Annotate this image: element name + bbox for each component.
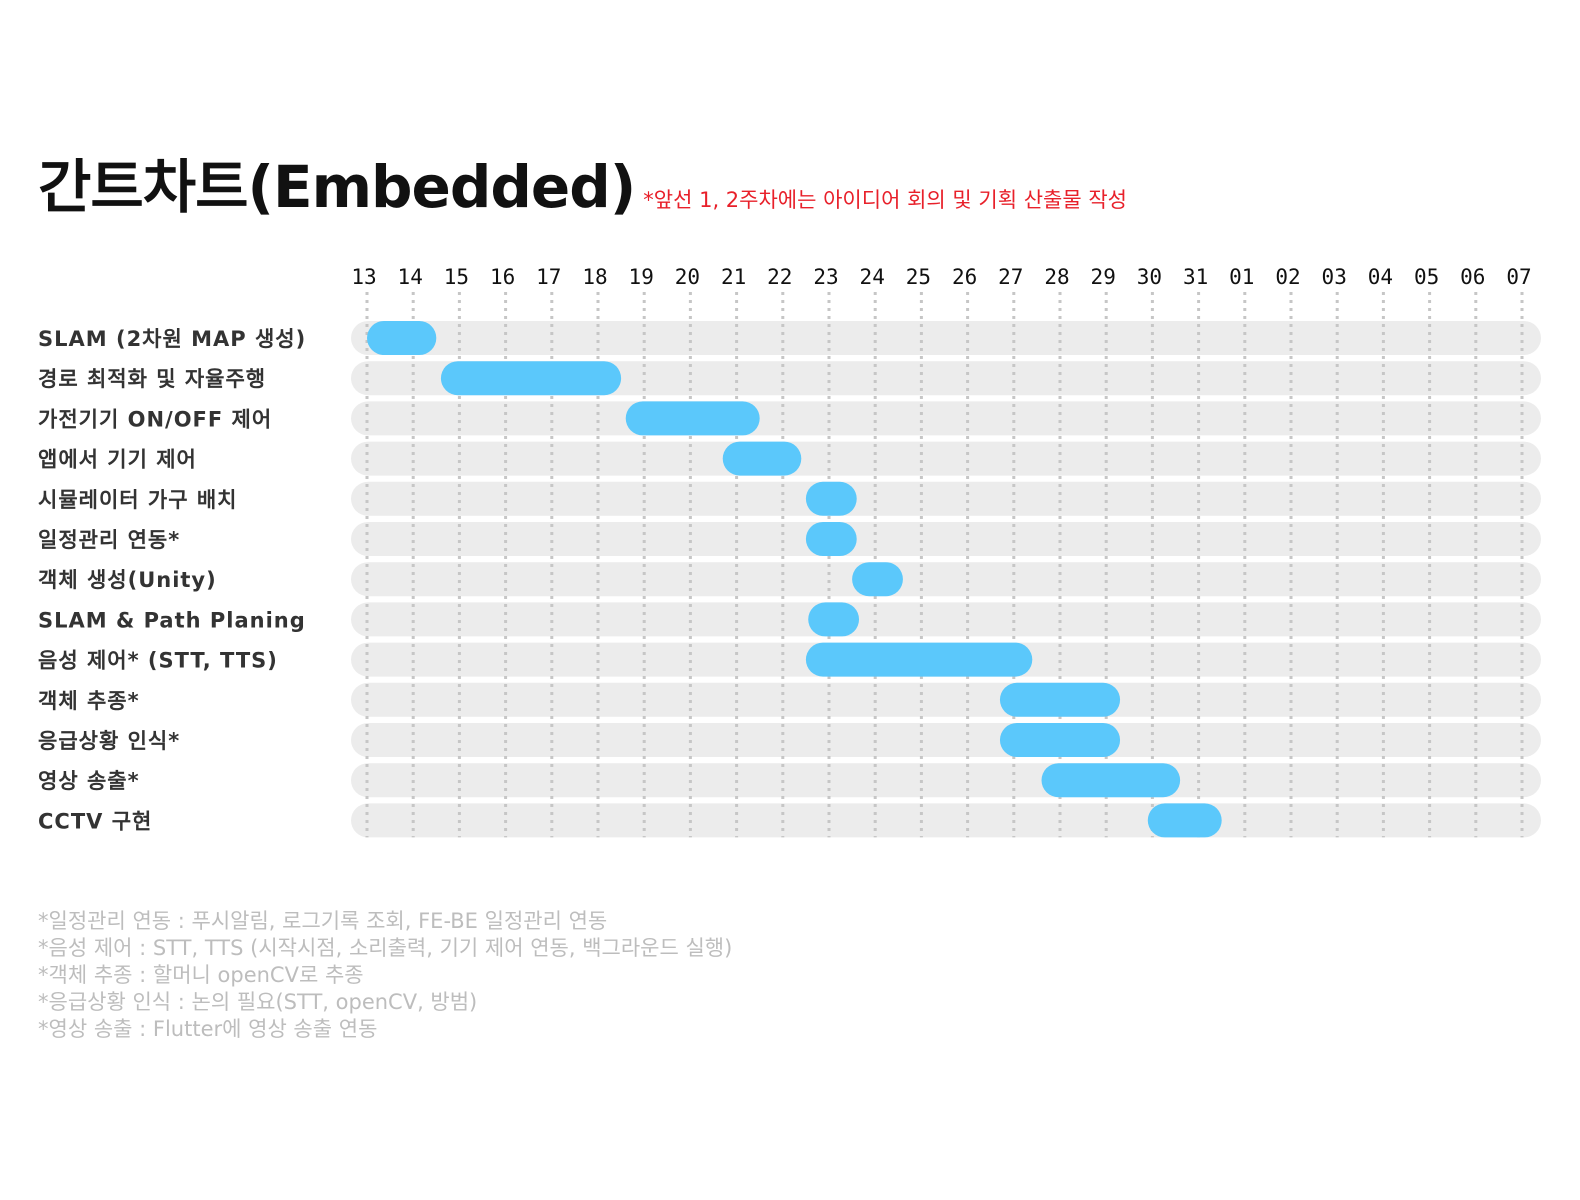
footnote: *영상 송출 : Flutter에 영상 송출 연동 [38,1017,378,1041]
task-bar [999,682,1121,717]
tick-label: 28 [1044,265,1069,289]
row-track [351,682,1541,717]
chart-title: 간트차트(Embedded) [38,153,636,221]
tick-label: 20 [675,265,700,289]
task-label: 음성 제어* (STT, TTS) [38,649,278,673]
task-label: SLAM (2차원 MAP 생성) [38,327,306,351]
gantt-chart: 13 14 15 16 17 18 19 20 21 22 23 24 25 26 27 28 29 30 31 01… [38,265,1541,838]
tick-label: 05 [1414,265,1439,289]
task-label: 시뮬레이터 가구 배치 [38,488,238,512]
footnote: *음성 제어 : STT, TTS (시작시점, 소리출력, 기기 제어 연동,… [38,936,733,960]
tick-label: 27 [998,265,1023,289]
task-bar [625,401,760,436]
tick-label: 25 [906,265,931,289]
task-label: 객체 생성(Unity) [38,568,217,592]
footnote: *일정관리 연동 : 푸시알림, 로그기록 조회, FE-BE 일정관리 연동 [38,909,608,933]
tick-label: 14 [398,265,423,289]
task-bar [999,723,1121,757]
tick-label: 21 [721,265,746,289]
row-track [351,723,1541,757]
task-label: 가전기기 ON/OFF 제어 [38,407,272,431]
task-label: 경로 최적화 및 자율주행 [38,367,266,391]
tick-label: 06 [1460,265,1485,289]
task-bar [367,321,437,355]
row-track [351,321,1541,355]
task-bar [805,642,1033,677]
task-label: 객체 추종* [38,689,140,713]
tick-label: 24 [860,265,885,289]
chart-subtitle: *앞선 1, 2주차에는 아이디어 회의 및 기획 산출물 작성 [643,188,1127,212]
task-label: 일정관리 연동* [38,528,180,552]
row-track [351,481,1541,516]
tick-label: 18 [582,265,607,289]
task-bar [722,441,802,476]
tick-label: 31 [1183,265,1208,289]
row-track [351,401,1541,436]
task-bar [808,602,860,637]
tick-label: 29 [1091,265,1116,289]
footnote: *객체 추종 : 할머니 openCV로 추종 [38,963,364,987]
tick-label: 23 [813,265,838,289]
task-label: SLAM & Path Planing [38,608,306,632]
row-track [351,562,1541,597]
row-track [351,361,1541,396]
tick-label: 17 [536,265,561,289]
tick-label: 04 [1368,265,1393,289]
footnotes: *일정관리 연동 : 푸시알림, 로그기록 조회, FE-BE 일정관리 연동 … [38,908,732,1043]
tick-label: 13 [351,265,376,289]
tick-label: 22 [767,265,792,289]
task-bar [1041,763,1181,798]
task-label: 앱에서 기기 제어 [38,448,197,472]
task-bar [852,562,903,597]
row-track [351,763,1541,798]
tick-label: 01 [1229,265,1254,289]
tick-label: 02 [1275,265,1300,289]
task-bar [805,481,857,516]
task-label: 응급상황 인식* [38,729,180,753]
tick-label: 26 [952,265,977,289]
task-bar [805,522,857,556]
row-track [351,803,1541,838]
tick-label: 30 [1137,265,1162,289]
row-track [351,522,1541,556]
tick-label: 03 [1322,265,1347,289]
tick-label: 15 [444,265,469,289]
task-label: 영상 송출* [38,769,140,793]
task-bar [440,361,622,396]
tick-label: 07 [1506,265,1531,289]
title-area: 간트차트(Embedded) *앞선 1, 2주차에는 아이디어 회의 및 기획 … [38,140,1127,224]
task-bar [1147,803,1222,838]
tick-label: 19 [629,265,654,289]
footnote: *응급상황 인식 : 논의 필요(STT, openCV, 방범) [38,990,478,1014]
task-label: CCTV 구현 [38,809,152,833]
row-track [351,602,1541,637]
row-track [351,441,1541,476]
tick-label: 16 [490,265,515,289]
